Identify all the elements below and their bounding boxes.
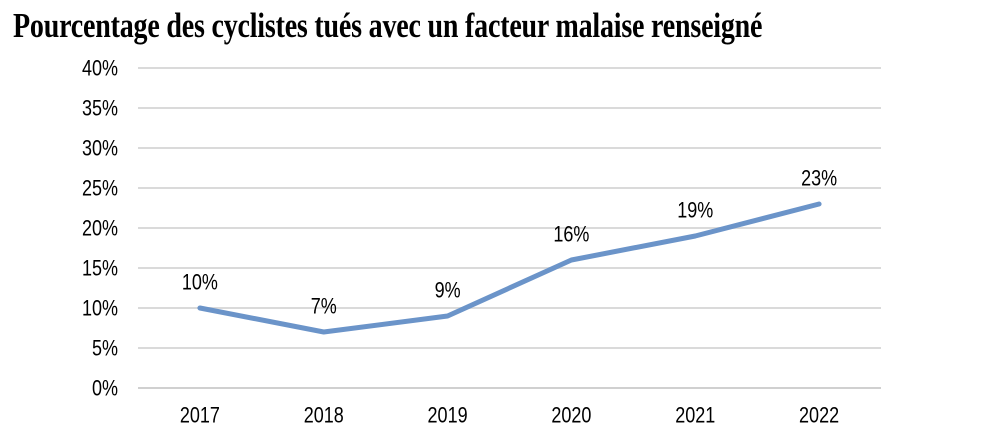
data-point-label: 10% xyxy=(181,269,218,295)
x-tick-label: 2017 xyxy=(179,402,220,428)
data-point-label: 16% xyxy=(553,221,590,247)
y-tick-label: 15% xyxy=(81,255,118,281)
data-point-label: 7% xyxy=(310,293,337,319)
x-tick-label: 2018 xyxy=(303,402,344,428)
y-tick-label: 20% xyxy=(81,215,118,241)
x-tick-label: 2021 xyxy=(675,402,716,428)
chart-title: Pourcentage des cyclistes tués avec un f… xyxy=(13,7,763,46)
y-tick-label: 5% xyxy=(91,335,118,361)
x-tick-label: 2022 xyxy=(799,402,840,428)
y-tick-label: 0% xyxy=(91,375,118,401)
y-tick-label: 10% xyxy=(81,295,118,321)
data-series-line xyxy=(197,201,822,335)
x-tick-label: 2019 xyxy=(427,402,468,428)
y-tick-label: 35% xyxy=(81,95,118,121)
data-point-label: 23% xyxy=(801,165,838,191)
y-tick-label: 25% xyxy=(81,175,118,201)
y-tick-label: 40% xyxy=(81,55,118,81)
y-tick-label: 30% xyxy=(81,135,118,161)
data-point-label: 9% xyxy=(434,277,461,303)
x-tick-label: 2020 xyxy=(551,402,592,428)
data-point-label: 19% xyxy=(677,197,714,223)
